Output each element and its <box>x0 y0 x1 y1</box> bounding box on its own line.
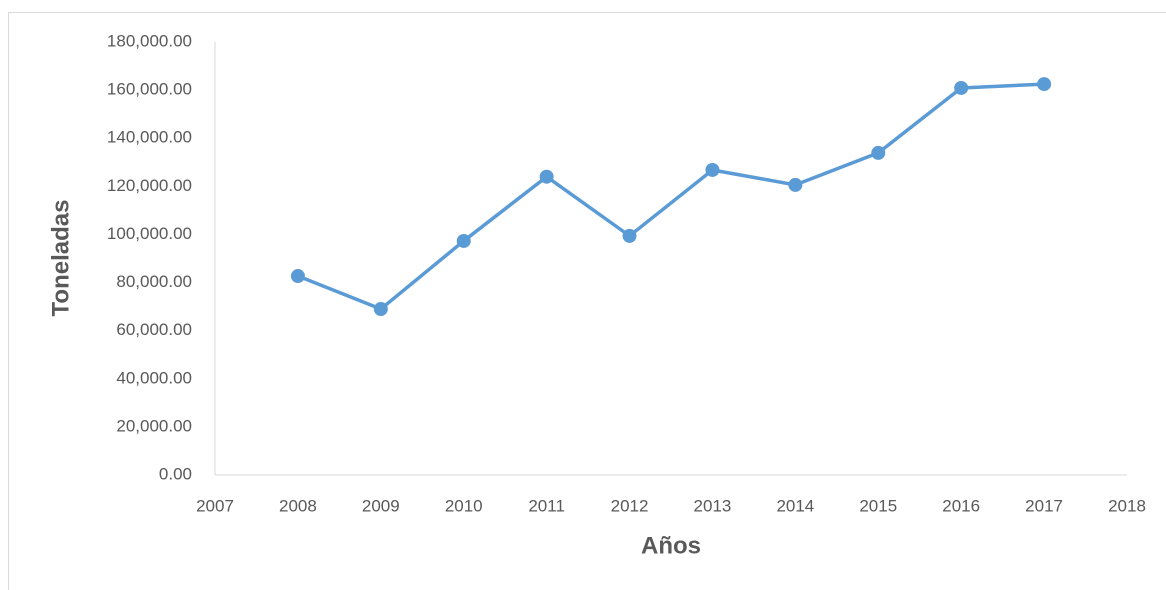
x-tick-label: 2008 <box>279 496 317 515</box>
y-tick-label: 60,000.00 <box>116 320 192 339</box>
y-tick-label: 180,000.00 <box>107 31 192 50</box>
data-point <box>373 302 388 317</box>
data-point <box>1037 77 1052 92</box>
x-tick-label: 2017 <box>1025 496 1063 515</box>
x-axis-title: Años <box>641 532 701 559</box>
y-tick-label: 140,000.00 <box>107 128 192 147</box>
data-point <box>871 145 886 160</box>
series-line <box>297 82 1045 311</box>
data-point <box>456 233 471 248</box>
y-tick-label: 0.00 <box>159 464 192 483</box>
data-point <box>290 269 305 284</box>
y-tick-label: 160,000.00 <box>107 80 192 99</box>
y-tick-label: 100,000.00 <box>107 224 192 243</box>
x-tick-label: 2018 <box>1108 496 1146 515</box>
x-tick-label: 2010 <box>445 496 483 515</box>
x-tick-label: 2007 <box>196 496 234 515</box>
x-tick-label: 2013 <box>694 496 732 515</box>
data-point <box>539 169 554 184</box>
x-tick-label: 2014 <box>776 496 814 515</box>
y-axis-title: Toneladas <box>47 200 74 317</box>
chart-frame <box>8 12 1166 590</box>
x-tick-label: 2016 <box>942 496 980 515</box>
data-point <box>788 177 803 192</box>
data-point <box>954 80 969 95</box>
x-tick-label: 2015 <box>859 496 897 515</box>
data-point <box>705 162 720 177</box>
y-tick-label: 80,000.00 <box>116 272 192 291</box>
x-tick-label: 2011 <box>528 496 565 515</box>
y-tick-label: 20,000.00 <box>116 416 192 435</box>
data-point <box>622 228 637 243</box>
x-tick-label: 2012 <box>611 496 649 515</box>
y-tick-label: 120,000.00 <box>107 176 192 195</box>
x-tick-label: 2009 <box>362 496 400 515</box>
y-tick-label: 40,000.00 <box>116 368 192 387</box>
